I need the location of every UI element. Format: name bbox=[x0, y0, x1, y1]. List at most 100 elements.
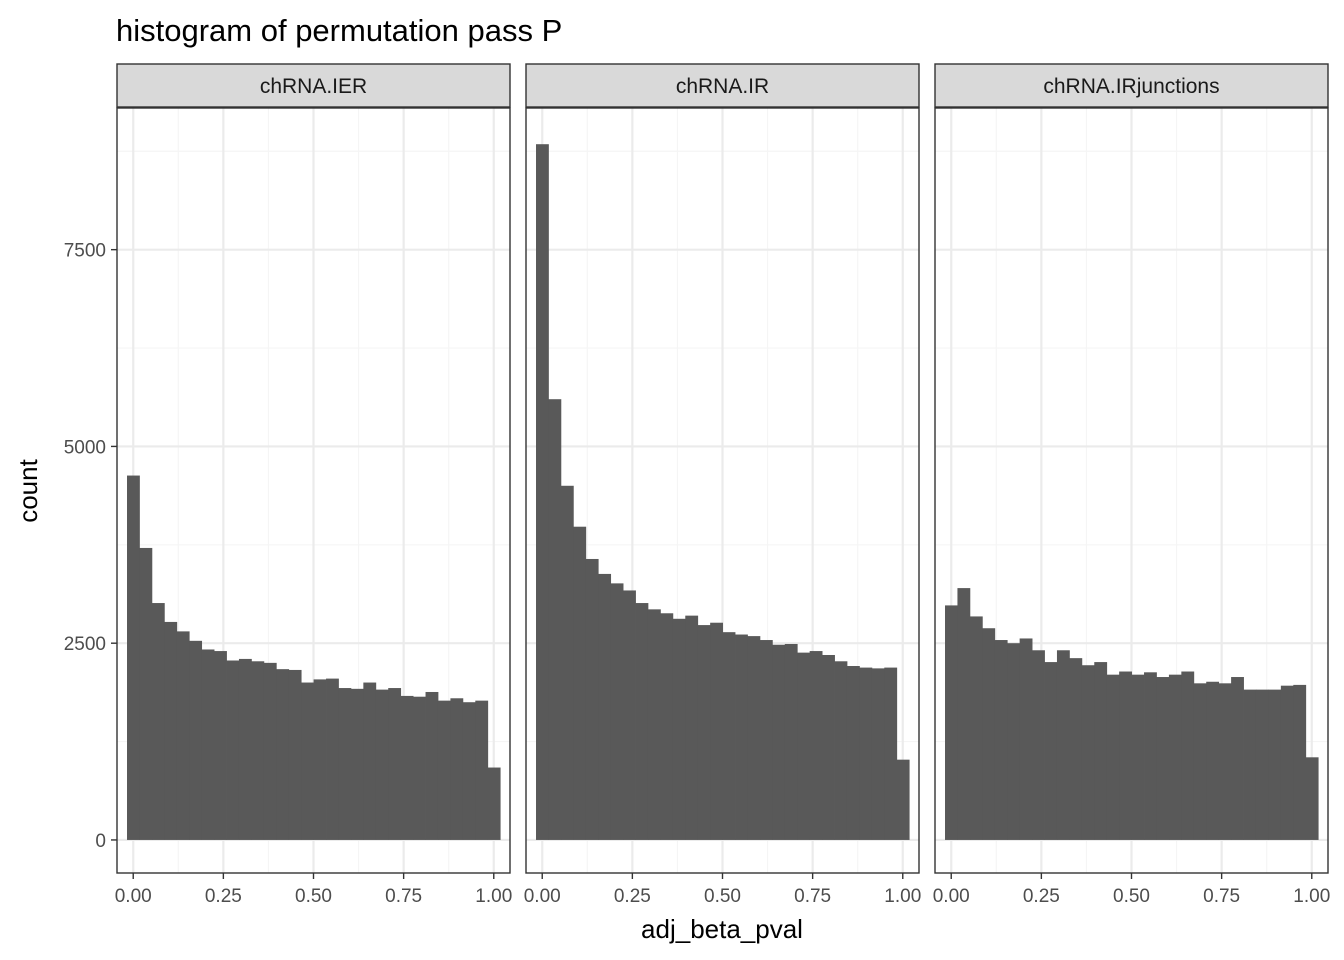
histogram-bar bbox=[623, 590, 636, 840]
histogram-bar bbox=[487, 767, 501, 840]
x-tick-label: 0.25 bbox=[614, 886, 651, 907]
histogram-bar bbox=[884, 667, 898, 840]
facet-strip bbox=[116, 63, 511, 108]
histogram-bar bbox=[139, 547, 153, 840]
histogram-bar bbox=[1243, 689, 1257, 840]
x-tick-label: 1.00 bbox=[475, 886, 512, 907]
histogram-bar bbox=[127, 475, 140, 840]
x-tick-label: 0.25 bbox=[1023, 886, 1060, 907]
histogram-bar bbox=[735, 634, 748, 840]
histogram-bar bbox=[797, 652, 811, 840]
histogram-bars bbox=[945, 588, 1319, 840]
histogram-bar bbox=[1119, 671, 1132, 840]
facet-panel: chRNA.IR 0.00 0.25 0.50 0.75 1.00 bbox=[524, 63, 921, 907]
histogram-bar bbox=[945, 605, 958, 840]
y-tick-label: 2500 bbox=[64, 634, 106, 655]
histogram-bar bbox=[1019, 638, 1033, 840]
histogram-bar bbox=[1193, 683, 1207, 840]
histogram-bar bbox=[1255, 689, 1269, 840]
y-tick-label: 7500 bbox=[64, 241, 106, 262]
x-tick-label: 0.50 bbox=[295, 886, 332, 907]
histogram-bar bbox=[1280, 685, 1294, 840]
histogram-bar bbox=[214, 651, 227, 840]
histogram-bar bbox=[759, 640, 773, 840]
histogram-bar bbox=[1144, 672, 1157, 840]
histogram-bar bbox=[560, 485, 574, 840]
histogram-bar bbox=[437, 700, 451, 840]
histogram-bar bbox=[957, 588, 971, 840]
histogram-bar bbox=[363, 682, 377, 840]
histogram-bar bbox=[1168, 674, 1182, 840]
histogram-bar bbox=[548, 399, 562, 840]
facet-panel: chRNA.IRjunctions 0.00 0.25 0.50 0.75 1.00 bbox=[933, 63, 1330, 907]
y-axis: 0 2500 5000 7500 bbox=[64, 241, 117, 852]
histogram-bar bbox=[1218, 683, 1232, 840]
histogram-bar bbox=[238, 658, 252, 840]
x-tick-label: 0.25 bbox=[205, 886, 242, 907]
x-tick-label: 0.00 bbox=[524, 886, 561, 907]
histogram-bar bbox=[1007, 643, 1021, 840]
histogram-bar bbox=[784, 643, 798, 840]
histogram-bar bbox=[969, 616, 983, 840]
x-tick-label: 0.00 bbox=[933, 886, 970, 907]
histogram-bar bbox=[176, 631, 190, 840]
histogram-bar bbox=[647, 609, 661, 840]
x-tick-label: 1.00 bbox=[1293, 886, 1330, 907]
histogram-bar bbox=[896, 759, 910, 840]
histogram-bar bbox=[1032, 650, 1045, 840]
x-tick-label: 0.00 bbox=[115, 886, 152, 907]
histogram-bar bbox=[573, 526, 587, 840]
histogram-bar bbox=[201, 649, 215, 840]
histogram-bar bbox=[994, 640, 1008, 840]
histogram-bar bbox=[413, 696, 426, 840]
histogram-bar bbox=[375, 689, 389, 840]
histogram-bars bbox=[536, 144, 910, 840]
histogram-bar bbox=[276, 669, 290, 840]
histogram-bar bbox=[635, 603, 649, 840]
histogram-bar bbox=[151, 603, 165, 840]
histogram-bar bbox=[722, 632, 736, 840]
x-axis-title: adj_beta_pval bbox=[641, 914, 803, 944]
histogram-bar bbox=[585, 558, 599, 840]
facet-strip bbox=[525, 63, 920, 108]
histogram-bar bbox=[189, 640, 203, 840]
histogram-bar bbox=[226, 660, 240, 840]
histogram-bar bbox=[1293, 684, 1307, 840]
histogram-bar bbox=[809, 651, 823, 840]
histogram-bar bbox=[697, 625, 711, 840]
histogram-bar bbox=[1094, 662, 1108, 840]
histogram-bar bbox=[263, 662, 277, 840]
facet-strip-label: chRNA.IR bbox=[676, 75, 769, 98]
histogram-bar bbox=[400, 695, 414, 840]
histogram-bar bbox=[301, 682, 314, 840]
x-tick-label: 0.50 bbox=[1113, 886, 1150, 907]
histogram-bar bbox=[425, 691, 439, 840]
histogram-bar bbox=[475, 700, 489, 840]
histogram-bar bbox=[450, 698, 464, 840]
histogram-bar bbox=[1081, 665, 1095, 840]
histogram-bar bbox=[685, 615, 699, 840]
x-tick-label: 0.50 bbox=[704, 886, 741, 907]
histogram-bar bbox=[660, 613, 674, 840]
histogram-bar bbox=[1069, 658, 1083, 840]
histogram-bar bbox=[598, 573, 612, 840]
histogram-bar bbox=[326, 678, 339, 840]
histogram-bar bbox=[822, 654, 835, 840]
histogram-bar bbox=[1131, 674, 1145, 840]
histogram-bar bbox=[1106, 674, 1120, 840]
x-tick-label: 0.75 bbox=[1203, 886, 1240, 907]
x-tick-label: 0.75 bbox=[385, 886, 422, 907]
histogram-bar bbox=[313, 679, 327, 840]
histogram-bar bbox=[747, 636, 761, 840]
histogram-bar bbox=[251, 661, 265, 840]
histogram-bar bbox=[982, 628, 996, 840]
histogram-bar bbox=[388, 688, 402, 840]
histogram-bars bbox=[127, 475, 501, 840]
histogram-bar bbox=[846, 666, 860, 840]
histogram-bar bbox=[710, 622, 723, 840]
histogram-bar bbox=[1206, 681, 1220, 840]
histogram-bar bbox=[1056, 650, 1070, 840]
chart-title: histogram of permutation pass P bbox=[116, 13, 562, 48]
x-tick-label: 0.75 bbox=[794, 886, 831, 907]
